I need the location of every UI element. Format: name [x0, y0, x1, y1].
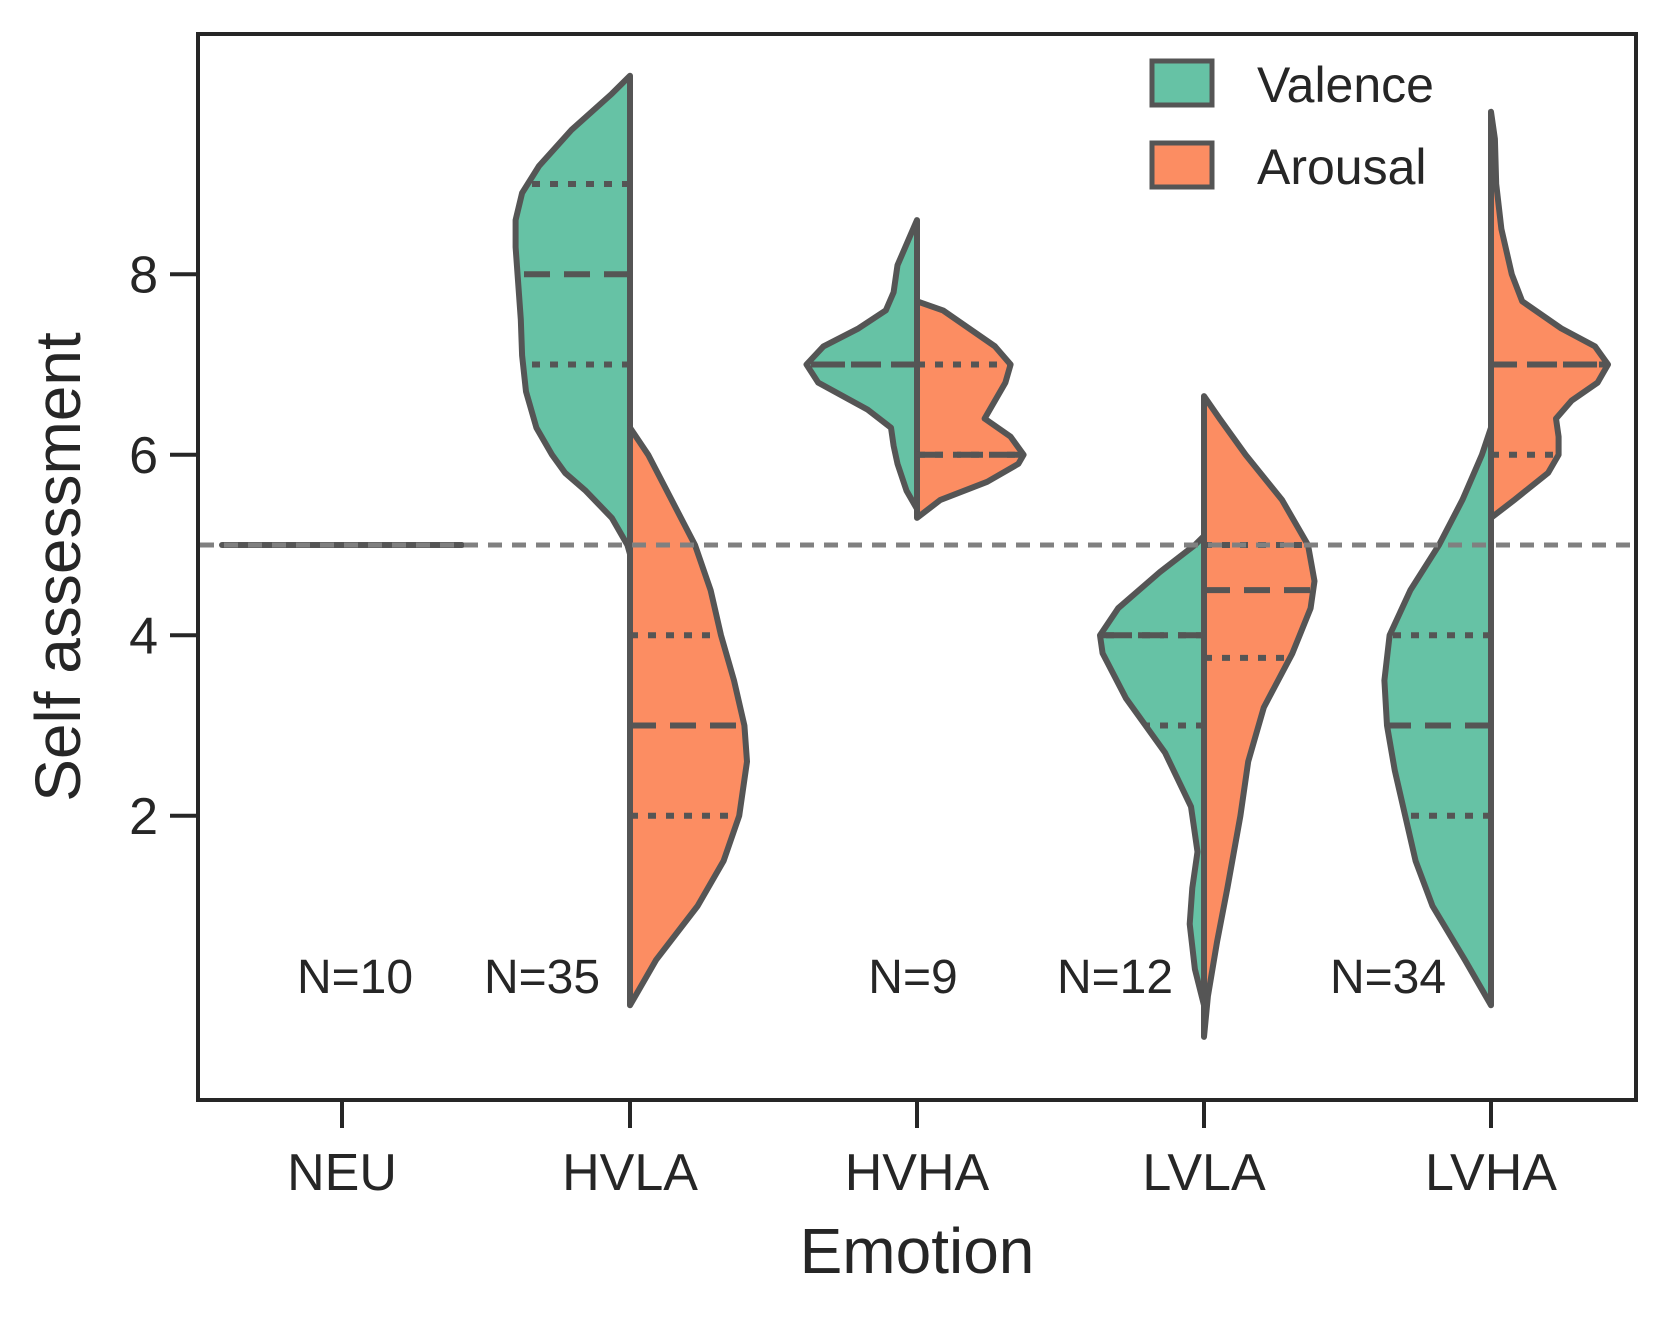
count-label-hvha: N=9 [868, 951, 957, 1004]
count-label-lvha: N=34 [1330, 951, 1446, 1004]
legend: Valence Arousal [1149, 57, 1434, 195]
violin-arousal-lvla [1201, 393, 1318, 1040]
violin-valence-hvla [512, 72, 633, 558]
count-label-lvla: N=12 [1057, 951, 1173, 1004]
violin-body-valence-lvla [1097, 532, 1207, 1009]
count-labels: N=10 N=35 N=9 N=12 N=34 [297, 951, 1446, 1004]
violins-layer [219, 72, 1611, 1040]
x-tick-label-hvla: HVLA [562, 1144, 698, 1202]
x-tick-label-neu: NEU [287, 1144, 397, 1202]
y-tick-label-2: 2 [129, 788, 158, 846]
legend-swatch-arousal [1149, 140, 1215, 190]
y-tick-label-4: 4 [129, 607, 158, 665]
count-label-hvla: N=35 [484, 951, 600, 1004]
legend-label-arousal: Arousal [1257, 139, 1427, 195]
violin-valence-lvla [1097, 532, 1207, 1009]
legend-label-valence: Valence [1257, 57, 1434, 113]
violin-valence-hvha [803, 217, 920, 512]
x-tick-label-lvha: LVHA [1425, 1144, 1557, 1202]
violin-body-arousal-hvha [914, 298, 1027, 521]
x-tick-label-hvha: HVHA [845, 1144, 990, 1202]
x-tick-label-lvla: LVLA [1142, 1144, 1266, 1202]
violin-arousal-lvha [1488, 108, 1611, 521]
y-axis-title: Self assessment [22, 332, 94, 802]
count-label-neu: N=10 [297, 951, 413, 1004]
y-tick-label-6: 6 [129, 427, 158, 485]
y-tick-label-8: 8 [129, 246, 158, 304]
violin-body-valence-hvla [512, 72, 633, 558]
violin-arousal-hvla [627, 424, 750, 1009]
legend-swatch-valence [1149, 58, 1215, 108]
violin-valence-lvha [1381, 424, 1494, 1009]
x-axis: NEU HVLA HVHA LVLA LVHA [287, 1100, 1557, 1202]
violin-body-arousal-hvla [627, 424, 750, 1009]
violin-body-arousal-lvla [1201, 393, 1318, 1040]
x-axis-title: Emotion [800, 1215, 1035, 1287]
violin-body-valence-lvha [1381, 424, 1494, 1009]
violin-body-arousal-lvha [1488, 108, 1611, 521]
y-axis: 2 4 6 8 [129, 246, 198, 846]
violin-arousal-hvha [914, 298, 1027, 521]
